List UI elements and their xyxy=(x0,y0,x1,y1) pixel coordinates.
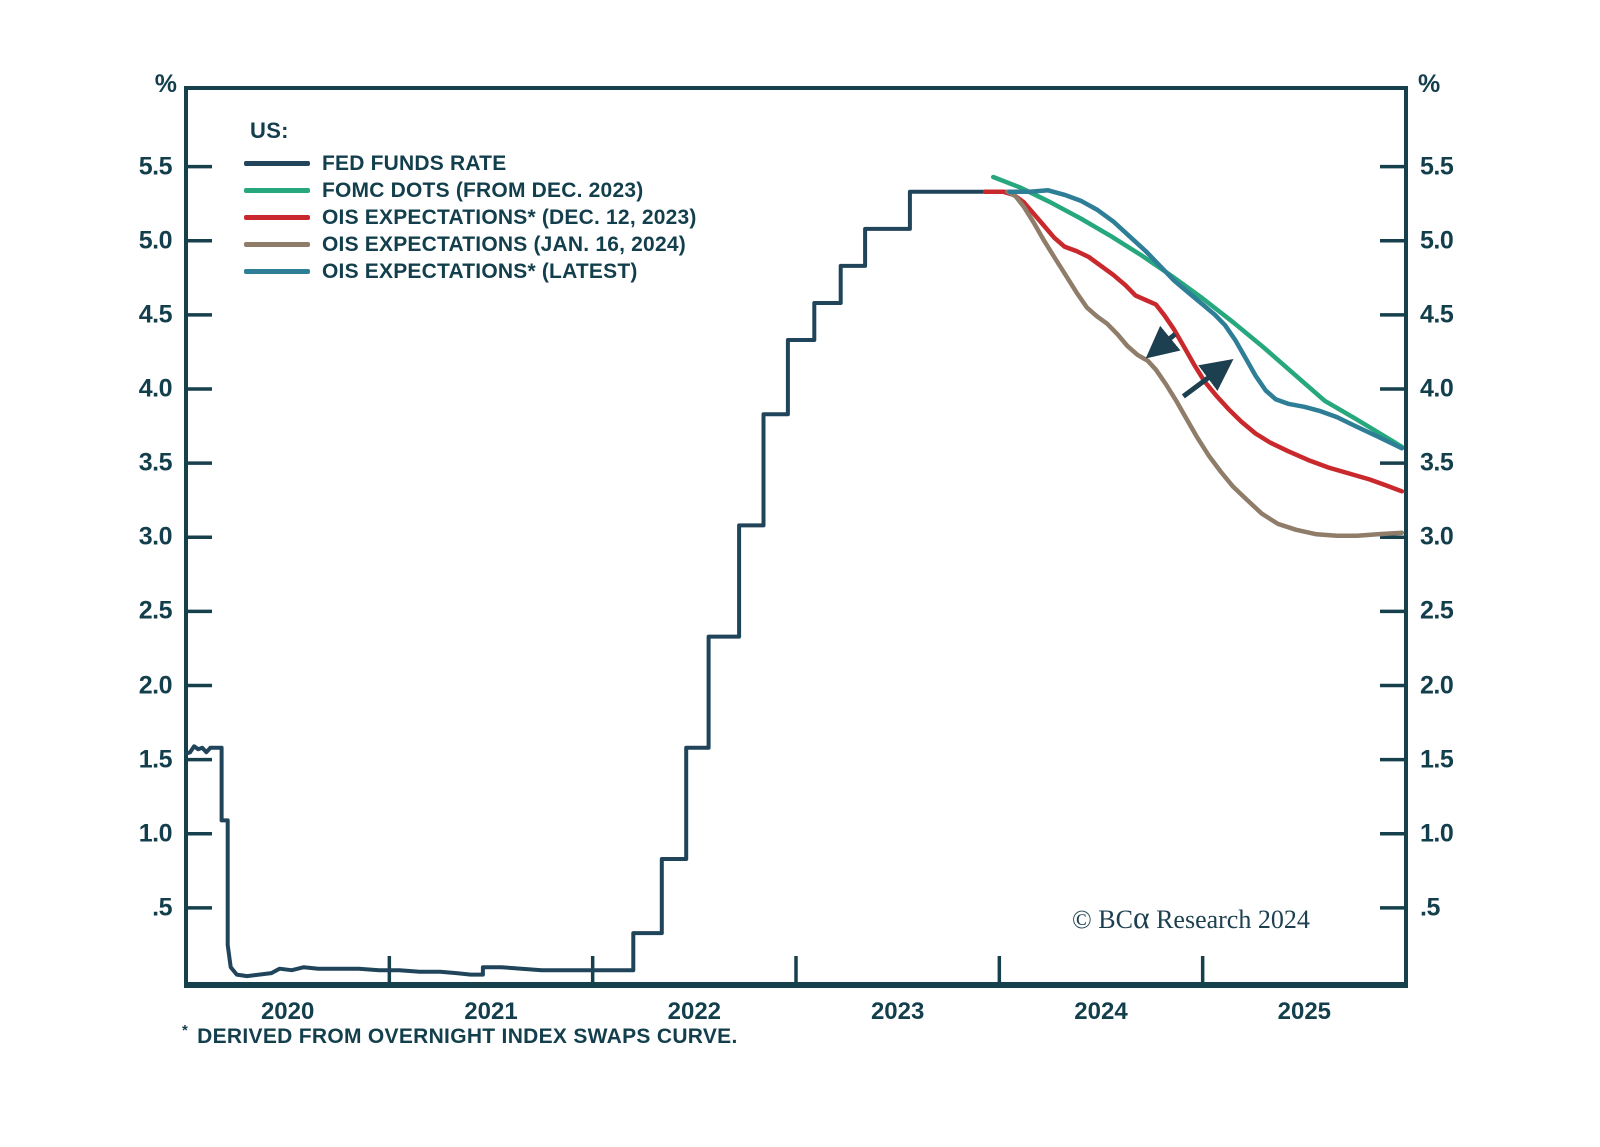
series-line-fomc-dots-from-dec-2023 xyxy=(990,174,1405,450)
legend-label: OIS EXPECTATIONS* (DEC. 12, 2023) xyxy=(322,205,697,229)
legend-swatch-line xyxy=(244,269,310,274)
y-axis-label-right-5.0: 5.0 xyxy=(1420,226,1454,255)
legend-item: OIS EXPECTATIONS (JAN. 16, 2024) xyxy=(244,231,697,258)
copyright-pre: © BC xyxy=(1072,905,1133,934)
series-line-ois-expectations-dec-12-2023 xyxy=(982,189,1405,494)
copyright: © BCα Research 2024 xyxy=(1072,902,1310,935)
legend-label: FED FUNDS RATE xyxy=(322,151,507,175)
legend-swatch-line xyxy=(244,242,310,247)
y-axis-label-left-1.0: 1.0 xyxy=(138,819,173,848)
footnote-marker: * xyxy=(182,1022,189,1039)
y-axis-label-right-2.0: 2.0 xyxy=(1420,671,1454,699)
y-axis-label-right-3.0: 3.0 xyxy=(1420,522,1454,551)
legend-swatch-line xyxy=(244,188,310,193)
y-axis-label-left-5.5: 5.5 xyxy=(138,152,173,181)
x-axis-label-2024: 2024 xyxy=(1074,998,1128,1025)
x-axis-label-2025: 2025 xyxy=(1277,998,1332,1025)
y-axis-label-right-4.0: 4.0 xyxy=(1420,374,1454,403)
y-axis-label-left-3.0: 3.0 xyxy=(138,522,173,551)
y-axis-label-left-2.5: 2.5 xyxy=(138,596,173,625)
y-axis-label-right-5.5: 5.5 xyxy=(1420,152,1454,181)
series-line-ois-expectations-jan-16-2024 xyxy=(1005,189,1405,539)
axes xyxy=(184,86,1408,988)
y-axis-label-right-.5: .5 xyxy=(1420,893,1440,922)
legend-label: FOMC DOTS (FROM DEC. 2023) xyxy=(322,178,644,202)
copyright-post: Research 2024 xyxy=(1149,905,1310,934)
legend-rows: FED FUNDS RATE FOMC DOTS (FROM DEC. 2023)… xyxy=(244,150,697,285)
y-axis-label-right-3.5: 3.5 xyxy=(1420,448,1454,477)
y-axis-label-left-4.0: 4.0 xyxy=(138,374,173,403)
y-axis-label-left-5.0: 5.0 xyxy=(138,226,173,255)
legend-item: FOMC DOTS (FROM DEC. 2023) xyxy=(244,177,697,204)
y-axis-label-left-2.0: 2.0 xyxy=(138,671,173,699)
x-axis-label-2023: 2023 xyxy=(870,998,925,1025)
copyright-alpha-glyph: α xyxy=(1132,900,1150,935)
repricing-up-arrow xyxy=(1181,358,1234,399)
legend-label: OIS EXPECTATIONS (JAN. 16, 2024) xyxy=(322,232,686,256)
series-lines xyxy=(184,174,1405,979)
annotation-arrows xyxy=(1145,325,1234,399)
x-axis-label-2020: 2020 xyxy=(260,998,315,1025)
y-axis-label-left-4.5: 4.5 xyxy=(138,300,173,329)
legend-item: OIS EXPECTATIONS* (LATEST) xyxy=(244,258,697,285)
footnote-text: DERIVED FROM OVERNIGHT INDEX SWAPS CURVE… xyxy=(197,1025,738,1048)
repricing-down-arrow xyxy=(1145,325,1181,359)
y-axis-unit-left: % xyxy=(154,70,177,98)
legend-label: OIS EXPECTATIONS* (LATEST) xyxy=(322,259,638,283)
y-axis-label-left-.5: .5 xyxy=(152,893,172,922)
y-axis-label-left-3.5: 3.5 xyxy=(138,448,173,477)
legend-item: FED FUNDS RATE xyxy=(244,150,697,177)
legend-swatch-line xyxy=(244,215,310,220)
series-line-fed-funds-rate xyxy=(184,189,1012,979)
y-axis-label-right-1.5: 1.5 xyxy=(1420,745,1454,774)
y-axis-label-right-2.5: 2.5 xyxy=(1420,596,1454,625)
y-axis-unit-right: % xyxy=(1418,70,1441,98)
y-axis-label-right-1.0: 1.0 xyxy=(1420,819,1454,848)
legend-item: OIS EXPECTATIONS* (DEC. 12, 2023) xyxy=(244,204,697,231)
legend-swatch-line xyxy=(244,161,310,166)
legend: US: FED FUNDS RATE FOMC DOTS (FROM DEC. 2… xyxy=(244,118,697,285)
x-axis-label-2022: 2022 xyxy=(667,998,722,1025)
y-axis-label-right-4.5: 4.5 xyxy=(1420,300,1454,329)
footnote: * DERIVED FROM OVERNIGHT INDEX SWAPS CURV… xyxy=(182,1022,738,1049)
legend-heading: US: xyxy=(250,118,289,143)
y-axis-label-left-1.5: 1.5 xyxy=(138,745,173,774)
x-axis-label-2021: 2021 xyxy=(464,998,518,1025)
series-line-ois-expectations-latest xyxy=(1007,188,1405,451)
